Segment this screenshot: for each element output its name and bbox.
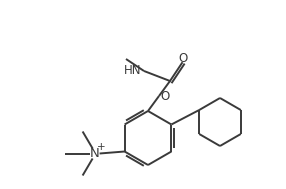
Text: +: + — [97, 142, 106, 152]
Text: O: O — [160, 91, 170, 104]
Text: N: N — [90, 147, 100, 160]
Text: HN: HN — [124, 64, 141, 77]
Text: O: O — [178, 51, 188, 64]
